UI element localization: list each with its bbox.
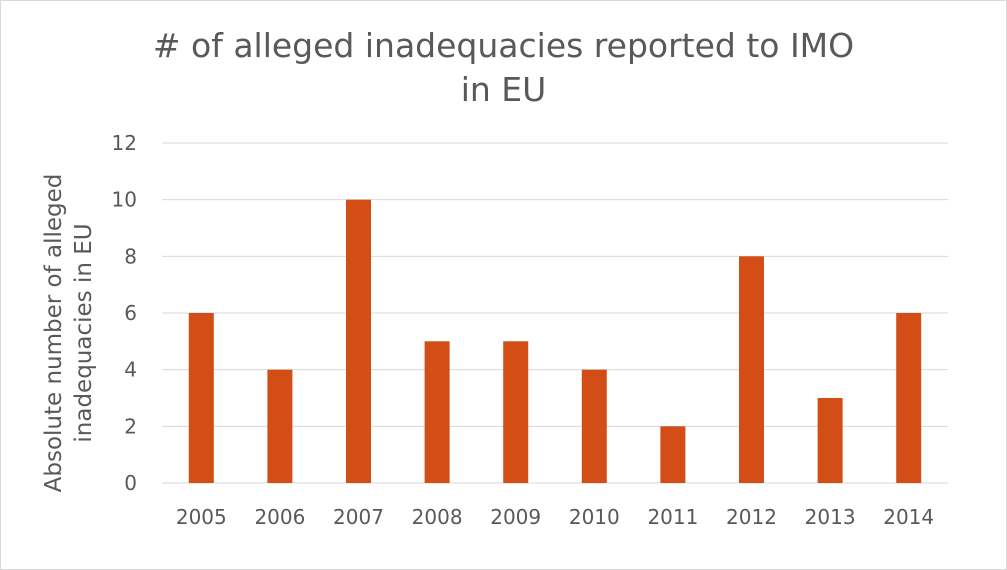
y-axis-title: Absolute number of alleged inadequacies … xyxy=(41,174,97,493)
y-tick-label: 0 xyxy=(124,471,137,495)
x-tick-label: 2011 xyxy=(647,505,698,529)
x-tick-label: 2006 xyxy=(254,505,305,529)
x-tick-label: 2014 xyxy=(883,505,934,529)
y-tick-label: 6 xyxy=(124,301,137,325)
x-tick-label: 2009 xyxy=(490,505,541,529)
x-tick-label: 2008 xyxy=(412,505,463,529)
chart-title: # of alleged inadequacies reported to IM… xyxy=(0,24,1007,112)
x-tick-label: 2013 xyxy=(805,505,856,529)
bar-2009 xyxy=(503,341,529,483)
chart-title-line-1: # of alleged inadequacies reported to IM… xyxy=(152,26,855,65)
bar-2012 xyxy=(739,256,764,483)
y-tick-label: 12 xyxy=(112,131,137,155)
bars xyxy=(188,199,922,483)
bar-2011 xyxy=(660,426,686,483)
x-tick-label: 2012 xyxy=(726,505,777,529)
y-tick-label: 2 xyxy=(124,414,137,438)
y-tick-label: 8 xyxy=(124,244,137,268)
y-tick-label: 10 xyxy=(112,188,137,212)
y-axis-title-line-1: Absolute number of alleged xyxy=(41,174,67,493)
x-tick-label: 2010 xyxy=(569,505,620,529)
bar-2014 xyxy=(896,313,922,483)
bar-2005 xyxy=(188,313,214,483)
x-tick-label: 2007 xyxy=(333,505,384,529)
gridlines xyxy=(162,142,948,484)
chart-title-line-2: in EU xyxy=(460,70,547,109)
y-axis-ticks: 0 2 4 6 8 10 12 xyxy=(112,131,137,495)
x-axis-ticks: 2005 2006 2007 2008 2009 2010 2011 2012 2013 2014 xyxy=(176,505,934,529)
y-tick-label: 4 xyxy=(124,358,137,382)
x-tick-label: 2005 xyxy=(176,505,227,529)
y-axis-title-line-2: inadequacies in EU xyxy=(71,223,97,442)
bar-2006 xyxy=(267,369,293,483)
bar-2013 xyxy=(817,398,843,483)
bar-2008 xyxy=(424,341,450,483)
bar-2007 xyxy=(346,199,371,483)
bar-2010 xyxy=(581,369,607,483)
